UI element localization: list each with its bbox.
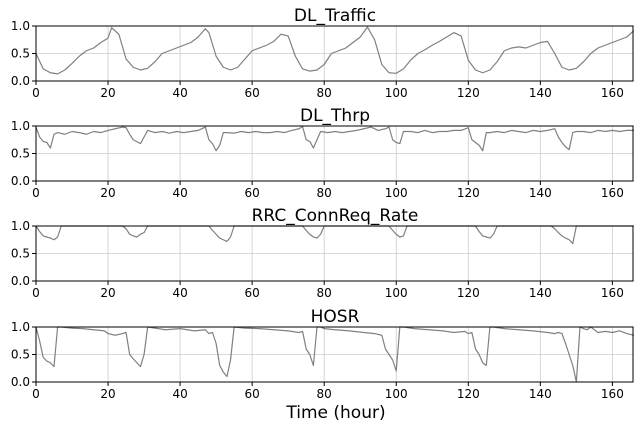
x-tick-label: 80 [317,186,332,200]
x-tick-label: 20 [100,86,115,100]
x-tick-label: 80 [317,86,332,100]
x-tick-label: 0 [32,186,40,200]
x-tick-label: 160 [601,86,624,100]
panel-dl-traffic: DL_Traffic 0 20 40 60 80 100 120 140 160 0.0 0.5 1.0 [11,6,634,100]
x-tick-label: 120 [457,286,480,300]
x-tick-label: 100 [385,186,408,200]
x-tick-label: 20 [100,387,115,401]
x-tick-label: 100 [385,86,408,100]
panel-title-rrc-connreq-rate: RRC_ConnReq_Rate [252,206,419,226]
x-tick-label: 0 [32,387,40,401]
x-tick-label: 60 [245,286,260,300]
panels: DL_Traffic 0 20 40 60 80 100 120 140 160 0.0 0.5 1.0… [11,6,634,401]
y-tick-label: 0.0 [11,274,30,288]
x-tick-label: 140 [529,286,552,300]
x-tick-label: 40 [172,387,187,401]
y-tick-label: 0.5 [11,47,30,61]
x-tick-label: 160 [601,186,624,200]
x-tick-label: 0 [32,286,40,300]
panel-title-hosr: HOSR [311,307,360,327]
x-tick-label: 160 [601,387,624,401]
y-tick-label: 1.0 [11,119,30,133]
panel-dl-thrp: DL_Thrp 0 20 40 60 80 100 120 140 160 0.0 0.5 1.0 [11,106,634,200]
x-tick-label: 60 [245,86,260,100]
x-tick-label: 120 [457,387,480,401]
y-tick-label: 0.5 [11,147,30,161]
x-tick-label: 20 [100,286,115,300]
x-tick-label: 140 [529,186,552,200]
series-line-rrc-connreq-rate [35,225,634,245]
y-tick-label: 0.5 [11,247,30,261]
panel-hosr: HOSR 0 20 40 60 80 100 120 140 160 0.0 0.5 1.0 [11,307,634,401]
y-tick-label: 1.0 [11,219,30,233]
x-tick-label: 120 [457,186,480,200]
y-tick-label: 0.5 [11,348,30,362]
series-line-dl-thrp [35,125,634,152]
x-tick-label: 140 [529,387,552,401]
panel-title-dl-traffic: DL_Traffic [294,6,376,26]
panel-rrc-connreq-rate: RRC_ConnReq_Rate 0 20 40 60 80 100 120 140 160 0.0… [11,206,634,300]
panel-title-dl-thrp: DL_Thrp [300,106,370,126]
x-tick-label: 60 [245,186,260,200]
series-line-hosr [35,326,634,383]
x-tick-label: 40 [172,186,187,200]
x-axis-label: Time (hour) [285,403,385,423]
y-tick-label: 0.0 [11,174,30,188]
x-tick-label: 40 [172,286,187,300]
x-tick-label: 0 [32,86,40,100]
x-tick-label: 120 [457,86,480,100]
y-tick-label: 1.0 [11,320,30,334]
x-tick-label: 100 [385,387,408,401]
x-tick-label: 100 [385,286,408,300]
y-tick-label: 0.0 [11,74,30,88]
x-tick-label: 80 [317,286,332,300]
y-tick-label: 1.0 [11,19,30,33]
y-tick-label: 0.0 [11,375,30,389]
series-line-dl-traffic [35,26,634,75]
x-tick-label: 40 [172,86,187,100]
x-tick-label: 160 [601,286,624,300]
x-tick-label: 140 [529,86,552,100]
x-tick-label: 20 [100,186,115,200]
x-tick-label: 60 [245,387,260,401]
x-tick-label: 80 [317,387,332,401]
